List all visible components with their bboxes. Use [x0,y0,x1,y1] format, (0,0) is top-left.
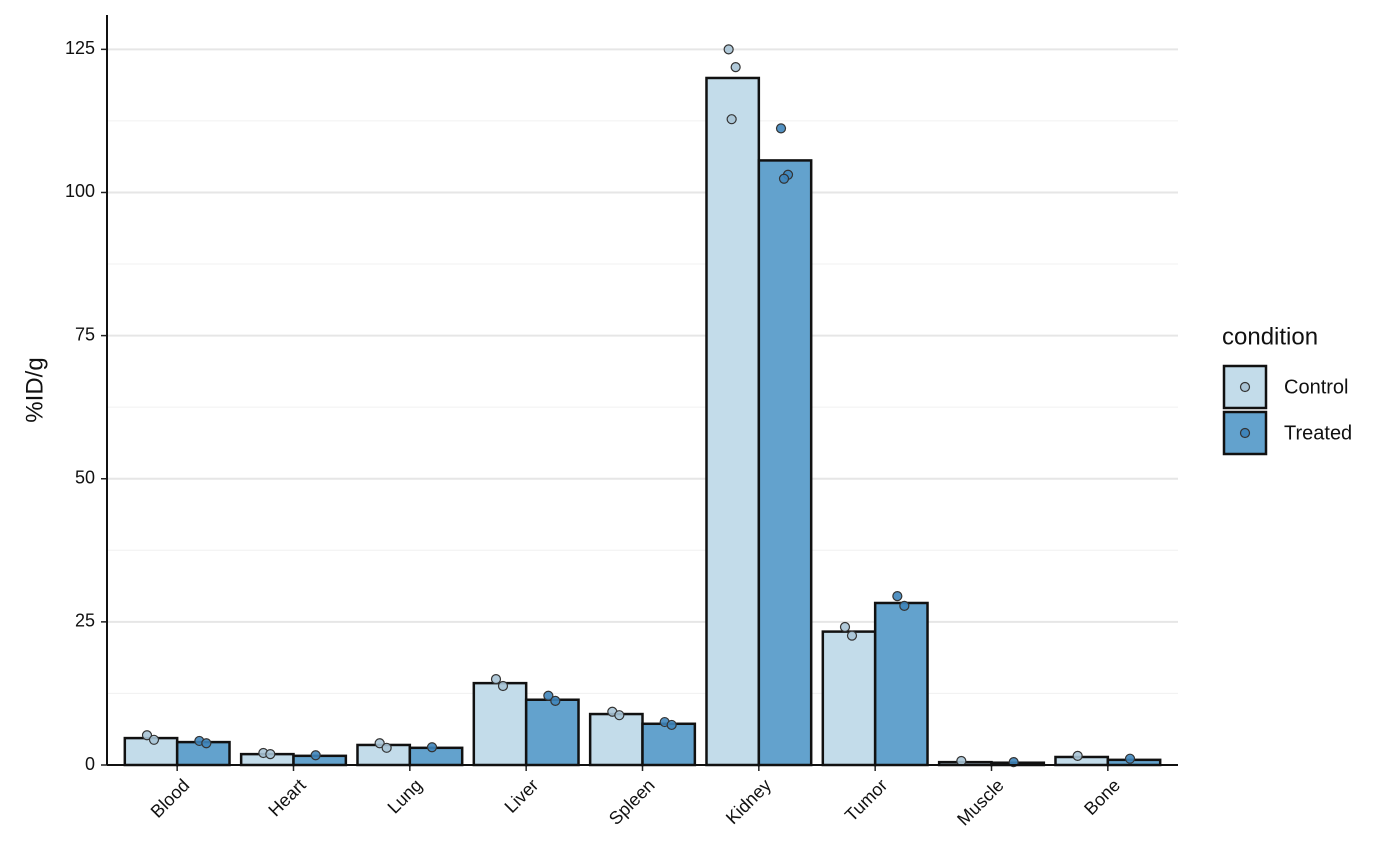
legend-label: Control [1284,376,1348,398]
data-point [899,600,910,611]
y-tick-label: 75 [75,324,95,344]
data-point [374,738,385,749]
data-point [723,44,734,55]
bar [524,698,580,767]
data-point [1124,753,1136,764]
data-point [778,173,790,184]
bar [472,681,528,767]
data-point [265,749,276,760]
x-tick-label: Lung [384,775,426,817]
data-point [543,690,554,701]
data-point [839,621,851,633]
x-tick-label: Tumor [841,775,891,825]
data-point [426,742,438,753]
x-tick-label: Bone [1080,775,1124,819]
legend-point [1239,381,1251,393]
data-point [381,742,392,753]
bar [588,712,644,767]
y-tick-label: 100 [65,181,95,201]
x-tick-label: Kidney [722,775,775,828]
data-point [726,114,737,125]
data-point [550,695,561,706]
data-point [490,674,502,685]
legend-label: Treated [1284,422,1352,444]
y-tick-label: 25 [75,611,95,631]
bar [641,722,697,767]
data-point [1072,750,1083,761]
x-tick-label: Heart [264,775,309,820]
y-tick-label: 50 [75,467,95,487]
y-tick-label: 125 [65,38,95,58]
legend-title: condition [1222,323,1318,350]
data-point [141,730,153,741]
data-point [892,591,903,602]
data-point [497,680,509,692]
data-point [614,710,625,721]
x-tick-label: Muscle [953,775,1007,829]
x-tick-label: Blood [147,775,194,822]
bar [705,76,761,767]
x-tick-label: Spleen [605,775,659,829]
data-point [148,734,160,745]
bar [873,601,929,767]
data-point [775,123,787,134]
data-point [201,738,212,749]
data-point [666,719,677,731]
bar [821,630,877,767]
data-point [846,630,858,641]
bar [757,159,813,767]
y-tick-label: 0 [85,754,95,774]
data-point [310,750,321,761]
x-tick-label: Liver [501,775,543,817]
legend-point [1239,427,1251,439]
y-axis-label: %ID/g [21,357,48,422]
data-point [730,61,741,73]
